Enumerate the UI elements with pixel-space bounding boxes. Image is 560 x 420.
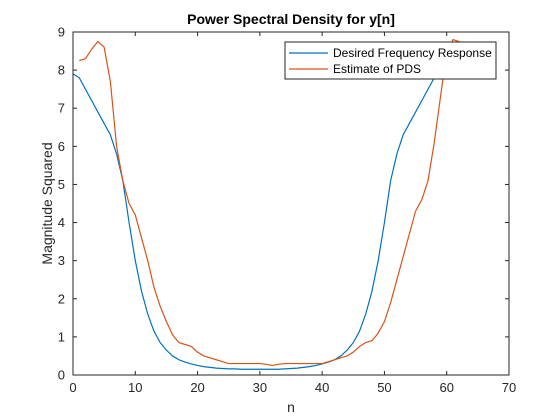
y-tick-label: 0 bbox=[58, 368, 65, 383]
x-axis-label: n bbox=[287, 399, 295, 415]
chart-title: Power Spectral Density for y[n] bbox=[187, 11, 395, 27]
y-tick-label: 7 bbox=[58, 101, 65, 116]
x-tick-label: 30 bbox=[253, 380, 267, 395]
y-tick-label: 8 bbox=[58, 63, 65, 78]
series-line-estimate bbox=[79, 39, 460, 367]
y-tick-label: 3 bbox=[58, 253, 65, 268]
y-tick-label: 5 bbox=[58, 177, 65, 192]
legend-box bbox=[284, 41, 497, 80]
x-tick-label: 50 bbox=[377, 380, 391, 395]
x-tick-label: 20 bbox=[190, 380, 204, 395]
y-tick-layer: 0 1 2 3 4 5 6 7 8 9 bbox=[58, 25, 509, 383]
legend: Desired Frequency Response Estimate of P… bbox=[284, 41, 497, 80]
x-tick-label: 60 bbox=[439, 380, 453, 395]
y-tick-label: 1 bbox=[58, 329, 65, 344]
series-line-desired bbox=[72, 73, 472, 370]
y-tick-label: 6 bbox=[58, 139, 65, 154]
y-axis-label: Magnitude Squared bbox=[39, 142, 55, 264]
y-tick-label: 4 bbox=[58, 215, 65, 230]
x-tick-label: 10 bbox=[128, 380, 142, 395]
axes-layer bbox=[72, 31, 510, 376]
axes-box bbox=[72, 31, 510, 376]
plot-area bbox=[73, 32, 509, 375]
legend-label-estimate: Estimate of PDS bbox=[333, 62, 421, 76]
series-layer bbox=[72, 39, 472, 370]
x-tick-label: 40 bbox=[315, 380, 329, 395]
x-tick-layer: 0 10 20 30 40 50 60 70 bbox=[69, 32, 516, 395]
y-tick-label: 9 bbox=[58, 25, 65, 40]
x-tick-label: 70 bbox=[502, 380, 516, 395]
x-tick-label: 0 bbox=[69, 380, 76, 395]
y-tick-label: 2 bbox=[58, 291, 65, 306]
legend-label-desired: Desired Frequency Response bbox=[333, 46, 492, 60]
